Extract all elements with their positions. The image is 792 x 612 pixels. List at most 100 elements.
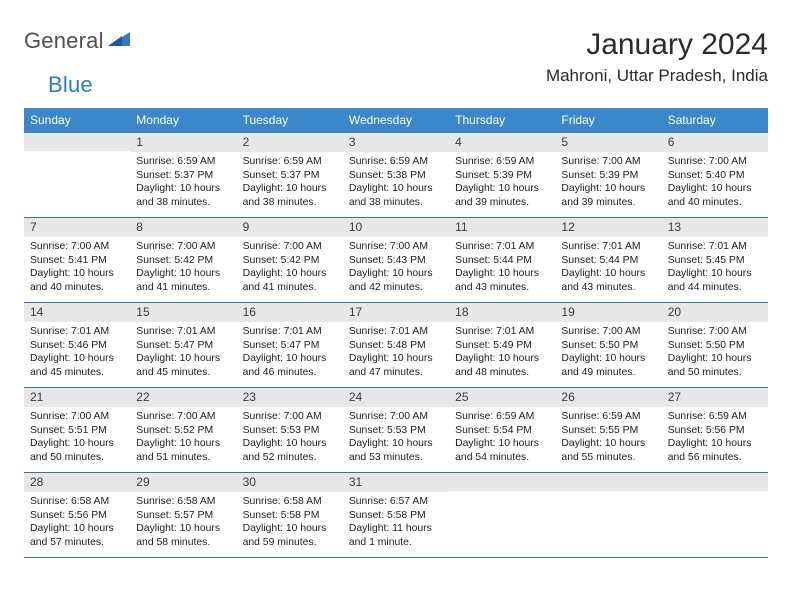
day-line: Sunset: 5:39 PM (561, 169, 655, 183)
day-number: 23 (237, 388, 343, 407)
day-line: Sunrise: 7:00 AM (668, 155, 762, 169)
day-line: Sunset: 5:38 PM (349, 169, 443, 183)
brand-part1: General (24, 28, 104, 54)
day-line: Sunrise: 7:00 AM (30, 410, 124, 424)
day-line: Daylight: 10 hours (561, 267, 655, 281)
day-body: Sunrise: 6:59 AMSunset: 5:37 PMDaylight:… (130, 152, 236, 214)
day-line: Sunrise: 7:01 AM (136, 325, 230, 339)
day-cell: 17Sunrise: 7:01 AMSunset: 5:48 PMDayligh… (343, 303, 449, 387)
day-line: Daylight: 10 hours (455, 267, 549, 281)
day-line: and 38 minutes. (349, 196, 443, 210)
day-cell: 24Sunrise: 7:00 AMSunset: 5:53 PMDayligh… (343, 388, 449, 472)
day-line: Sunset: 5:49 PM (455, 339, 549, 353)
day-cell: 8Sunrise: 7:00 AMSunset: 5:42 PMDaylight… (130, 218, 236, 302)
weekday-header: Sunday (24, 108, 130, 133)
day-body: Sunrise: 6:58 AMSunset: 5:56 PMDaylight:… (24, 492, 130, 554)
day-line: and 56 minutes. (668, 451, 762, 465)
day-line: Sunrise: 7:00 AM (561, 155, 655, 169)
day-line: Daylight: 10 hours (349, 182, 443, 196)
day-cell: 12Sunrise: 7:01 AMSunset: 5:44 PMDayligh… (555, 218, 661, 302)
day-line: Sunrise: 6:59 AM (455, 155, 549, 169)
day-line: Daylight: 11 hours (349, 522, 443, 536)
brand-part2: Blue (48, 72, 93, 98)
day-line: Sunset: 5:42 PM (136, 254, 230, 268)
day-line: Sunrise: 6:59 AM (561, 410, 655, 424)
week-row: 28Sunrise: 6:58 AMSunset: 5:56 PMDayligh… (24, 473, 768, 558)
day-line: Sunrise: 7:00 AM (561, 325, 655, 339)
day-line: and 50 minutes. (30, 451, 124, 465)
day-line: Sunset: 5:50 PM (561, 339, 655, 353)
day-line: and 45 minutes. (30, 366, 124, 380)
day-line: Sunrise: 6:58 AM (30, 495, 124, 509)
day-cell: 7Sunrise: 7:00 AMSunset: 5:41 PMDaylight… (24, 218, 130, 302)
day-line: Sunrise: 7:00 AM (243, 240, 337, 254)
day-body: Sunrise: 7:01 AMSunset: 5:47 PMDaylight:… (237, 322, 343, 384)
day-body: Sunrise: 7:00 AMSunset: 5:52 PMDaylight:… (130, 407, 236, 469)
day-line: Daylight: 10 hours (349, 437, 443, 451)
day-line: Daylight: 10 hours (136, 182, 230, 196)
weekday-header-row: SundayMondayTuesdayWednesdayThursdayFrid… (24, 108, 768, 133)
day-body: Sunrise: 7:00 AMSunset: 5:50 PMDaylight:… (662, 322, 768, 384)
day-number: 31 (343, 473, 449, 492)
day-line: and 38 minutes. (136, 196, 230, 210)
day-line: Sunrise: 7:01 AM (455, 240, 549, 254)
day-line: Daylight: 10 hours (455, 437, 549, 451)
day-line: Daylight: 10 hours (668, 182, 762, 196)
day-cell: 3Sunrise: 6:59 AMSunset: 5:38 PMDaylight… (343, 133, 449, 217)
day-line: Daylight: 10 hours (136, 437, 230, 451)
day-line: Daylight: 10 hours (668, 437, 762, 451)
day-line: Sunset: 5:47 PM (136, 339, 230, 353)
day-number: 29 (130, 473, 236, 492)
day-cell: 6Sunrise: 7:00 AMSunset: 5:40 PMDaylight… (662, 133, 768, 217)
day-line: and 47 minutes. (349, 366, 443, 380)
day-line: and 49 minutes. (561, 366, 655, 380)
day-number-empty (555, 473, 661, 491)
day-line: Sunset: 5:58 PM (243, 509, 337, 523)
day-line: Daylight: 10 hours (30, 437, 124, 451)
day-line: Sunrise: 7:01 AM (349, 325, 443, 339)
day-cell: 28Sunrise: 6:58 AMSunset: 5:56 PMDayligh… (24, 473, 130, 557)
day-body: Sunrise: 7:00 AMSunset: 5:50 PMDaylight:… (555, 322, 661, 384)
day-line: and 54 minutes. (455, 451, 549, 465)
day-line: Sunset: 5:53 PM (349, 424, 443, 438)
day-line: and 44 minutes. (668, 281, 762, 295)
day-body: Sunrise: 7:00 AMSunset: 5:40 PMDaylight:… (662, 152, 768, 214)
day-number-empty (24, 133, 130, 151)
day-line: Sunset: 5:37 PM (136, 169, 230, 183)
day-cell: 29Sunrise: 6:58 AMSunset: 5:57 PMDayligh… (130, 473, 236, 557)
brand-wing-icon (108, 30, 130, 53)
day-number: 16 (237, 303, 343, 322)
day-number: 25 (449, 388, 555, 407)
day-cell: 25Sunrise: 6:59 AMSunset: 5:54 PMDayligh… (449, 388, 555, 472)
day-line: Sunrise: 7:01 AM (30, 325, 124, 339)
day-line: Daylight: 10 hours (243, 522, 337, 536)
day-body: Sunrise: 7:01 AMSunset: 5:47 PMDaylight:… (130, 322, 236, 384)
day-body: Sunrise: 6:59 AMSunset: 5:54 PMDaylight:… (449, 407, 555, 469)
day-cell: 13Sunrise: 7:01 AMSunset: 5:45 PMDayligh… (662, 218, 768, 302)
day-number: 13 (662, 218, 768, 237)
day-body: Sunrise: 7:01 AMSunset: 5:46 PMDaylight:… (24, 322, 130, 384)
day-cell: 19Sunrise: 7:00 AMSunset: 5:50 PMDayligh… (555, 303, 661, 387)
day-line: Sunset: 5:46 PM (30, 339, 124, 353)
day-body: Sunrise: 6:59 AMSunset: 5:55 PMDaylight:… (555, 407, 661, 469)
day-cell: 21Sunrise: 7:00 AMSunset: 5:51 PMDayligh… (24, 388, 130, 472)
day-cell: 16Sunrise: 7:01 AMSunset: 5:47 PMDayligh… (237, 303, 343, 387)
day-body: Sunrise: 7:00 AMSunset: 5:41 PMDaylight:… (24, 237, 130, 299)
day-line: Sunrise: 6:59 AM (349, 155, 443, 169)
day-line: Daylight: 10 hours (30, 352, 124, 366)
page: General January 2024 Mahroni, Uttar Prad… (0, 0, 792, 558)
day-number: 17 (343, 303, 449, 322)
day-line: and 1 minute. (349, 536, 443, 550)
day-number: 19 (555, 303, 661, 322)
day-line: and 43 minutes. (455, 281, 549, 295)
day-cell: 31Sunrise: 6:57 AMSunset: 5:58 PMDayligh… (343, 473, 449, 557)
day-body: Sunrise: 7:01 AMSunset: 5:49 PMDaylight:… (449, 322, 555, 384)
day-line: Daylight: 10 hours (136, 267, 230, 281)
day-body: Sunrise: 7:01 AMSunset: 5:44 PMDaylight:… (555, 237, 661, 299)
day-line: Sunset: 5:50 PM (668, 339, 762, 353)
day-cell: 22Sunrise: 7:00 AMSunset: 5:52 PMDayligh… (130, 388, 236, 472)
day-cell (449, 473, 555, 557)
day-cell: 14Sunrise: 7:01 AMSunset: 5:46 PMDayligh… (24, 303, 130, 387)
day-line: Daylight: 10 hours (243, 352, 337, 366)
day-line: Sunset: 5:44 PM (561, 254, 655, 268)
